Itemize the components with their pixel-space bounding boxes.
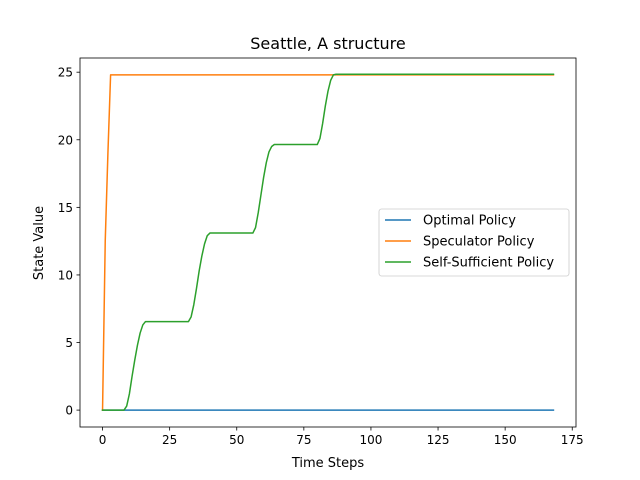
x-tick-label: 125	[427, 433, 450, 447]
y-tick-label: 10	[58, 268, 73, 282]
x-tick-label: 75	[296, 433, 311, 447]
axes-frame	[79, 57, 577, 428]
legend-box	[378, 208, 570, 277]
y-tick-label: 20	[58, 133, 73, 147]
chart-title: Seattle, A structure	[250, 34, 405, 53]
y-tick-label: 0	[65, 404, 73, 418]
x-tick-label: 100	[359, 433, 382, 447]
y-tick-label: 5	[65, 336, 73, 350]
series-line-self-sufficient-policy	[101, 73, 555, 411]
x-axis-label: Time Steps	[291, 456, 365, 471]
plot-area: 0 25 50 75 100 125 150 175 0 5 10 15 20 25	[58, 57, 584, 447]
y-tick-label: 25	[58, 66, 73, 80]
x-tick-label: 25	[162, 433, 177, 447]
x-tick-label: 50	[229, 433, 244, 447]
legend-label-optimal-policy: Optimal Policy	[423, 214, 516, 229]
x-tick-label: 175	[561, 433, 584, 447]
legend: Optimal Policy Speculator Policy Self-Suff…	[378, 208, 570, 277]
y-tick-label: 15	[58, 201, 73, 215]
legend-label-speculator-policy: Speculator Policy	[423, 235, 535, 250]
y-axis-label: State Value	[32, 206, 47, 280]
legend-label-self-sufficient-policy: Self-Sufficient Policy	[423, 256, 554, 271]
x-tick-label: 0	[99, 433, 107, 447]
x-tick-label: 150	[494, 433, 517, 447]
